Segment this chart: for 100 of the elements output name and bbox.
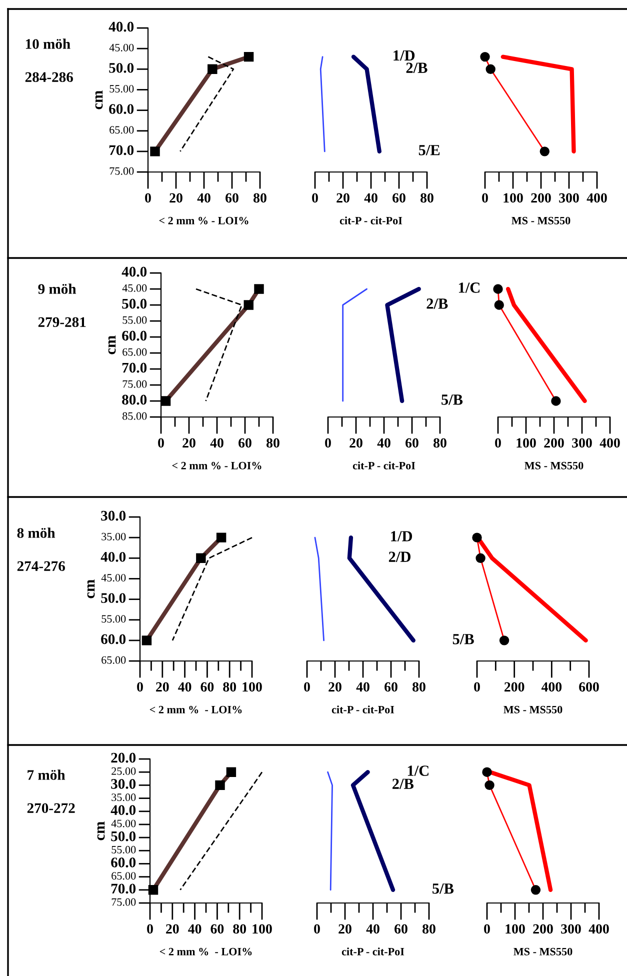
x-tick-label: 200 [544,438,564,448]
x-tick-label: 0 [484,924,490,934]
x-tick-label: 80 [412,682,426,692]
y-tick-label: 70.0 [111,884,136,894]
x-tick-label: 400 [588,924,609,934]
x-tick-label: 60 [392,193,406,203]
x-tick-label: 20 [170,193,182,203]
x-tick-label: 80 [223,682,236,692]
x-tick-label: 60 [200,682,214,692]
x-tick-label: 60 [406,438,418,448]
text: 7 möh [28,770,66,780]
x-tick-label: 100 [242,682,262,692]
x-tick-label: 20 [156,682,169,692]
x-tick-label: 0 [325,438,331,448]
x-tick-label: 80 [422,924,436,934]
annotation: 2/D [388,552,410,562]
x-tick-label: 80 [233,924,246,934]
text: 10 möh [26,38,70,49]
text: 284-286 [25,72,73,82]
x-tick-label: 80 [254,193,266,203]
x-tick-label: 300 [561,924,581,934]
text: 5/B [452,634,474,644]
x-tick-label: 0 [137,682,143,692]
x-tick-label: 400 [541,682,562,692]
y-tick-label: 60.0 [122,330,147,341]
x-axis-title: MS - MS550 [512,216,570,224]
text: 8 möh [17,528,56,538]
y-tick-label: 20.0 [111,752,136,763]
y-tick-label: 50.0 [111,831,136,842]
x-tick-label: 40 [178,682,192,692]
x-tick-label: 40 [210,438,224,448]
y-tick-label: 60.0 [111,858,136,868]
y-tick-label: 30.0 [111,778,136,789]
y-tick-label: 50.0 [101,593,126,603]
y-tick-label: 55.00 [102,615,126,623]
x-tick-label: 20 [328,682,342,692]
x-axis-title: < 2 mm % - LOI% [159,216,248,224]
x-tick-label: 20 [350,438,362,448]
x-tick-label: 0 [495,438,501,448]
x-tick-label: 0 [482,193,488,203]
x-tick-label: 20 [336,193,350,203]
y-tick-label: 80.0 [122,394,147,405]
annotation: 1/C [408,766,428,776]
x-tick-label: 40 [188,924,202,934]
annotation: 2/B [426,298,448,309]
y-tick-label: 60.0 [109,104,134,114]
x-axis-title: MS - MS550 [504,706,562,714]
annotation: 1/D [391,531,412,542]
y-tick-label: 65.00 [110,126,134,134]
annotation: 2/B [406,62,428,73]
x-tick-label: 300 [572,438,592,448]
x-axis-title: cit-P - cit-PoI [342,948,404,956]
x-tick-label: 100 [504,193,523,203]
y-tick-label: 45.00 [111,820,136,828]
y-tick-label: 40.0 [122,266,147,277]
x-tick-label: 60 [384,682,398,692]
x-tick-label: 300 [559,193,579,203]
text: 274-276 [17,561,65,572]
x-tick-label: 40 [364,193,378,203]
y-tick-label: 45.00 [101,574,126,582]
x-tick-label: 80 [420,193,434,203]
x-axis-title: cit-P - cit-PoI [352,462,416,470]
y-axis-title: cm [108,336,116,354]
x-tick-label: 60 [238,438,252,448]
x-axis-title: cit-P - cit-PoI [332,706,394,714]
x-tick-label: 40 [366,924,380,934]
x-tick-label: 40 [377,438,390,448]
x-tick-label: 0 [145,193,151,203]
y-axis-title: cm [95,90,103,110]
y-tick-label: 65.00 [112,872,136,880]
x-tick-label: 80 [434,438,446,448]
text: 5/B [432,884,454,894]
x-tick-label: 400 [600,438,620,448]
x-tick-label: 200 [504,682,524,692]
x-axis-title: MS - MS550 [524,462,584,470]
y-tick-label: 25.00 [112,767,136,775]
x-tick-label: 40 [197,193,210,203]
x-tick-label: 200 [533,924,553,934]
y-tick-label: 30.0 [101,510,126,521]
annotation: 2/B [392,778,414,790]
y-tick-label: 65.00 [122,348,147,356]
y-tick-label: 40.0 [100,552,126,562]
text: 5/B [442,394,463,405]
y-tick-label: 85.00 [122,412,147,420]
y-tick-label: 55.00 [112,846,136,854]
y-tick-label: 55.00 [110,84,134,93]
x-tick-label: 100 [506,924,525,934]
x-axis-title: < 2 mm % - LOI% [150,706,242,714]
y-axis-title: cm [87,580,95,598]
x-tick-label: 400 [586,193,607,203]
y-tick-label: 60.0 [101,634,126,644]
text: 1/C [458,282,480,293]
x-tick-label: 20 [338,924,352,934]
x-tick-label: 0 [474,682,480,692]
y-tick-label: 70.0 [122,362,147,373]
x-tick-label: 40 [356,682,370,692]
x-tick-label: 600 [579,682,599,692]
y-tick-label: 75.00 [112,898,136,906]
annotation: 5/E [418,145,440,156]
x-axis-title: cit-P - cit-PoI [340,216,402,224]
